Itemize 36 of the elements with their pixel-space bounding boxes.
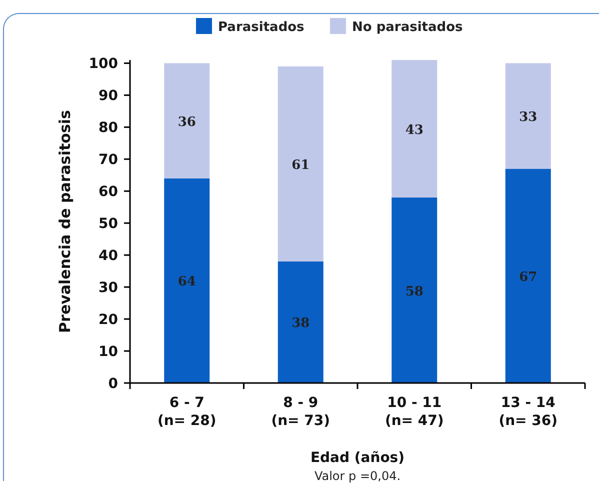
y-tick-label: 20 [98, 312, 118, 328]
y-tick-label: 0 [108, 376, 118, 392]
data-label: 67 [519, 270, 538, 285]
bar [392, 60, 438, 198]
data-label: 64 [178, 274, 196, 290]
bar [505, 63, 551, 169]
y-tick-label: 90 [98, 88, 118, 104]
bar [278, 261, 324, 383]
legend-label: Parasitados [218, 20, 305, 35]
y-tick-label: 40 [98, 248, 118, 264]
data-label: 58 [405, 284, 424, 300]
x-tick-label: 8 - 9 (n= 73) [271, 395, 330, 429]
y-tick-label: 60 [98, 184, 118, 200]
x-tick-label: 10 - 11 (n= 47) [384, 395, 444, 429]
x-tick-label: 6 - 7 (n= 28) [157, 395, 216, 429]
data-label: 33 [519, 110, 538, 125]
data-label: 36 [178, 114, 196, 130]
y-tick-label: 30 [98, 280, 118, 296]
y-tick-label: 50 [98, 216, 118, 232]
data-label: 43 [405, 122, 424, 138]
y-tick-label: 100 [88, 56, 118, 72]
bar [164, 178, 210, 383]
bar [278, 66, 324, 262]
data-label: 38 [292, 316, 310, 332]
y-tick-label: 70 [98, 152, 118, 168]
data-label: 61 [292, 158, 310, 173]
bar [392, 198, 438, 383]
bar [505, 168, 551, 383]
legend-label: No parasitados [352, 20, 464, 35]
y-tick-label: 10 [98, 344, 118, 360]
text: Valor p =0,04. [314, 469, 401, 483]
y-tick-label: 80 [98, 120, 118, 136]
y-axis-title: Prevalencia de parasitosis [56, 110, 74, 333]
x-axis-title: Edad (años) [310, 450, 405, 466]
x-tick-label: 13 - 14 (n= 36) [498, 395, 558, 429]
bar [164, 63, 210, 178]
